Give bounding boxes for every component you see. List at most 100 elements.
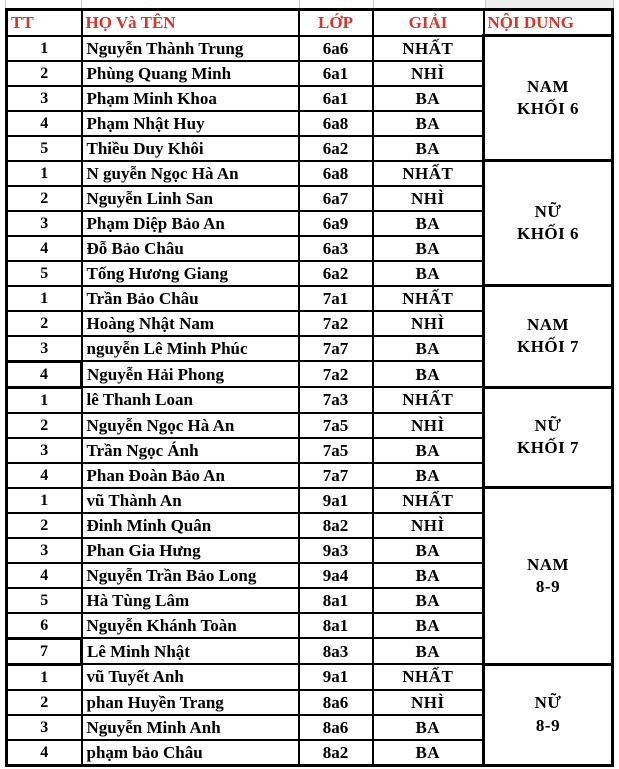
cell-class[interactable]: 6a9 [297, 209, 374, 237]
cell-prize[interactable]: NHÌ [371, 309, 485, 337]
cell-name[interactable]: vũ Tuyết Anh [80, 663, 300, 691]
group-category-cell[interactable]: NỮ KHỐI 6 [482, 159, 614, 287]
header-prize[interactable]: GIẢI [371, 8, 485, 37]
cell-name[interactable]: Phạm Minh Khoa [80, 84, 300, 112]
cell-class[interactable]: 8a2 [297, 738, 374, 766]
cell-name[interactable]: Trần Bảo Châu [80, 284, 300, 312]
cell-tt[interactable]: 1 [5, 284, 83, 312]
cell-tt[interactable]: 3 [5, 436, 83, 464]
cell-prize[interactable]: NHẤT [371, 284, 485, 312]
cell-class[interactable]: 7a2 [297, 309, 374, 337]
cell-tt[interactable]: 2 [5, 59, 83, 87]
cell-prize[interactable]: BA [371, 436, 485, 464]
cell-prize[interactable]: NHÌ [371, 411, 485, 439]
cell-prize[interactable]: BA [371, 259, 485, 287]
cell-prize[interactable]: NHÌ [371, 688, 485, 716]
cell-name[interactable]: Đỗ Bảo Châu [80, 234, 300, 262]
cell-prize[interactable]: BA [371, 738, 485, 766]
cell-tt[interactable]: 3 [5, 209, 83, 237]
cell-tt[interactable]: 3 [5, 536, 83, 564]
cell-name[interactable]: Trần Ngọc Ánh [80, 436, 300, 464]
cell-class[interactable]: 6a6 [297, 34, 374, 62]
cell-class[interactable]: 6a7 [297, 184, 374, 212]
cell-class[interactable]: 7a2 [297, 360, 374, 388]
cell-class[interactable]: 6a2 [297, 134, 374, 162]
cell-name[interactable]: phạm bảo Châu [80, 738, 300, 766]
cell-name[interactable]: Nguyễn Linh San [80, 184, 300, 212]
cell-tt[interactable]: 3 [5, 334, 83, 362]
cell-class[interactable]: 6a2 [297, 259, 374, 287]
cell-prize[interactable]: BA [371, 134, 485, 162]
cell-name[interactable]: Phạm Diệp Bảo An [80, 209, 300, 237]
cell-prize[interactable]: BA [371, 586, 485, 614]
cell-name[interactable]: Nguyễn Hải Phong [80, 360, 300, 388]
cell-name[interactable]: N guyễn Ngọc Hà An [80, 159, 300, 187]
cell-name[interactable]: Phùng Quang Minh [80, 59, 300, 87]
cell-class[interactable]: 9a1 [297, 663, 374, 691]
cell-name[interactable]: Lê Minh Nhật [80, 637, 300, 665]
cell-name[interactable]: Nguyễn Khánh Toàn [80, 611, 300, 639]
cell-name[interactable]: Phan Đoàn Bảo An [80, 461, 300, 489]
cell-tt[interactable]: 2 [5, 411, 83, 439]
cell-class[interactable]: 8a6 [297, 713, 374, 741]
cell-tt-selected[interactable]: 7 [5, 636, 83, 666]
cell-name[interactable]: Hoàng Nhật Nam [80, 309, 300, 337]
cell-tt[interactable]: 5 [5, 586, 83, 614]
cell-name[interactable]: Tống Hương Giang [80, 259, 300, 287]
cell-prize[interactable]: NHẤT [371, 34, 485, 62]
cell-class[interactable]: 9a1 [297, 486, 374, 514]
cell-prize[interactable]: NHẤT [371, 386, 485, 414]
cell-class[interactable]: 9a3 [297, 536, 374, 564]
cell-tt[interactable]: 1 [5, 486, 83, 514]
cell-tt[interactable]: 2 [5, 511, 83, 539]
cell-class[interactable]: 6a1 [297, 84, 374, 112]
cell-prize[interactable]: BA [371, 84, 485, 112]
cell-prize[interactable]: NHẤT [371, 663, 485, 691]
cell-class[interactable]: 7a7 [297, 334, 374, 362]
cell-tt[interactable]: 2 [5, 309, 83, 337]
cell-tt[interactable]: 3 [5, 84, 83, 112]
cell-prize[interactable]: BA [371, 360, 485, 388]
cell-prize[interactable]: BA [371, 713, 485, 741]
cell-class[interactable]: 7a1 [297, 284, 374, 312]
cell-prize[interactable]: BA [371, 637, 485, 665]
cell-prize[interactable]: BA [371, 536, 485, 564]
cell-tt[interactable]: 4 [5, 109, 83, 137]
cell-prize[interactable]: NHẤT [371, 486, 485, 514]
cell-name[interactable]: Nguyễn Ngọc Hà An [80, 411, 300, 439]
cell-prize[interactable]: BA [371, 561, 485, 589]
cell-name[interactable]: nguyễn Lê Minh Phúc [80, 334, 300, 362]
cell-prize[interactable]: BA [371, 334, 485, 362]
group-category-cell[interactable]: NỮ 8-9 [482, 662, 614, 767]
cell-prize[interactable]: BA [371, 234, 485, 262]
cell-class[interactable]: 7a7 [297, 461, 374, 489]
cell-tt[interactable]: 1 [5, 34, 83, 62]
cell-class[interactable]: 8a1 [297, 586, 374, 614]
cell-class[interactable]: 6a1 [297, 59, 374, 87]
cell-tt[interactable]: 2 [5, 688, 83, 716]
cell-class[interactable]: 7a5 [297, 411, 374, 439]
cell-class[interactable]: 8a1 [297, 611, 374, 639]
cell-class[interactable]: 8a2 [297, 511, 374, 539]
cell-name[interactable]: Thiều Duy Khôi [80, 134, 300, 162]
cell-tt[interactable]: 4 [5, 234, 83, 262]
cell-prize[interactable]: NHÌ [371, 511, 485, 539]
cell-tt[interactable]: 3 [5, 713, 83, 741]
group-category-cell[interactable]: NAM KHỐI 6 [482, 34, 614, 162]
cell-prize[interactable]: NHÌ [371, 184, 485, 212]
cell-name[interactable]: phan Huyền Trang [80, 688, 300, 716]
cell-class[interactable]: 6a3 [297, 234, 374, 262]
cell-tt[interactable]: 4 [5, 738, 83, 766]
cell-tt[interactable]: 5 [5, 259, 83, 287]
cell-tt[interactable]: 5 [5, 134, 83, 162]
cell-tt[interactable]: 1 [5, 159, 83, 187]
cell-name[interactable]: vũ Thành An [80, 486, 300, 514]
cell-name[interactable]: Hà Tùng Lâm [80, 586, 300, 614]
cell-tt[interactable]: 1 [5, 663, 83, 691]
cell-prize[interactable]: BA [371, 461, 485, 489]
cell-prize[interactable]: BA [371, 209, 485, 237]
cell-name[interactable]: lê Thanh Loan [80, 386, 300, 414]
group-category-cell[interactable]: NAM 8-9 [482, 486, 614, 666]
cell-class[interactable]: 8a6 [297, 688, 374, 716]
cell-class[interactable]: 7a3 [297, 386, 374, 414]
